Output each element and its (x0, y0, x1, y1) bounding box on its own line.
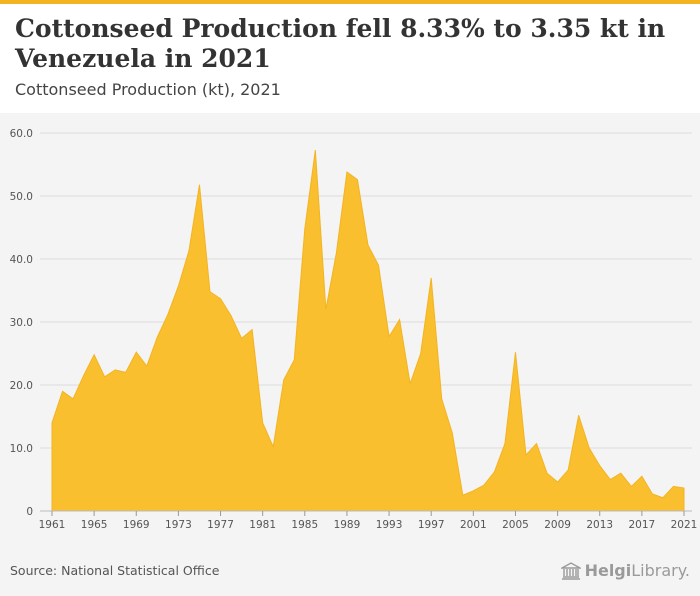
y-tick-label: 10.0 (10, 443, 33, 455)
chart-title: Cottonseed Production fell 8.33% to 3.35… (15, 14, 666, 73)
x-tick-label: 1961 (39, 519, 66, 531)
y-tick-label: 0 (26, 506, 33, 518)
chart-header: Cottonseed Production fell 8.33% to 3.35… (0, 4, 700, 113)
y-tick-label: 20.0 (10, 380, 33, 392)
x-tick-label: 2017 (628, 519, 655, 531)
x-tick-label: 1989 (334, 519, 361, 531)
x-tick-label: 2013 (586, 519, 613, 531)
axes: 0 10.0 20.0 30.0 40.0 50.0 60.0 1961 1965 1969 197… (10, 128, 698, 531)
y-tick-label: 60.0 (10, 128, 33, 140)
series-area (51, 149, 685, 512)
x-tick-label: 1965 (81, 519, 108, 531)
y-tick-label: 50.0 (10, 191, 33, 203)
y-tick-label: 30.0 (10, 317, 33, 329)
data-area-layer (51, 149, 685, 512)
accent-bar (0, 0, 700, 4)
x-tick-label: 2005 (502, 519, 529, 531)
area-chart: 0 10.0 20.0 30.0 40.0 50.0 60.0 1961 1965 1969 197… (10, 128, 698, 531)
x-tick-label: 1981 (249, 519, 276, 531)
logo-text-library: Library. (631, 561, 690, 580)
x-tick-label: 2001 (460, 519, 487, 531)
x-tick-label: 1973 (165, 519, 192, 531)
helgi-library-logo[interactable]: HelgiLibrary. (560, 561, 690, 580)
x-tick-label: 1977 (207, 519, 234, 531)
x-tick-label: 1969 (123, 519, 150, 531)
logo-text-helgi: Helgi (584, 561, 632, 580)
library-building-icon (560, 561, 581, 580)
y-tick-label: 40.0 (10, 254, 33, 266)
x-tick-label: 1997 (418, 519, 445, 531)
source-note: Source: National Statistical Office (10, 563, 220, 578)
x-tick-label: 2009 (544, 519, 571, 531)
chart-subtitle: Cottonseed Production (kt), 2021 (15, 80, 281, 99)
x-tick-label: 1993 (376, 519, 403, 531)
x-tick-label: 2021 (671, 519, 698, 531)
x-tick-label: 1985 (291, 519, 318, 531)
